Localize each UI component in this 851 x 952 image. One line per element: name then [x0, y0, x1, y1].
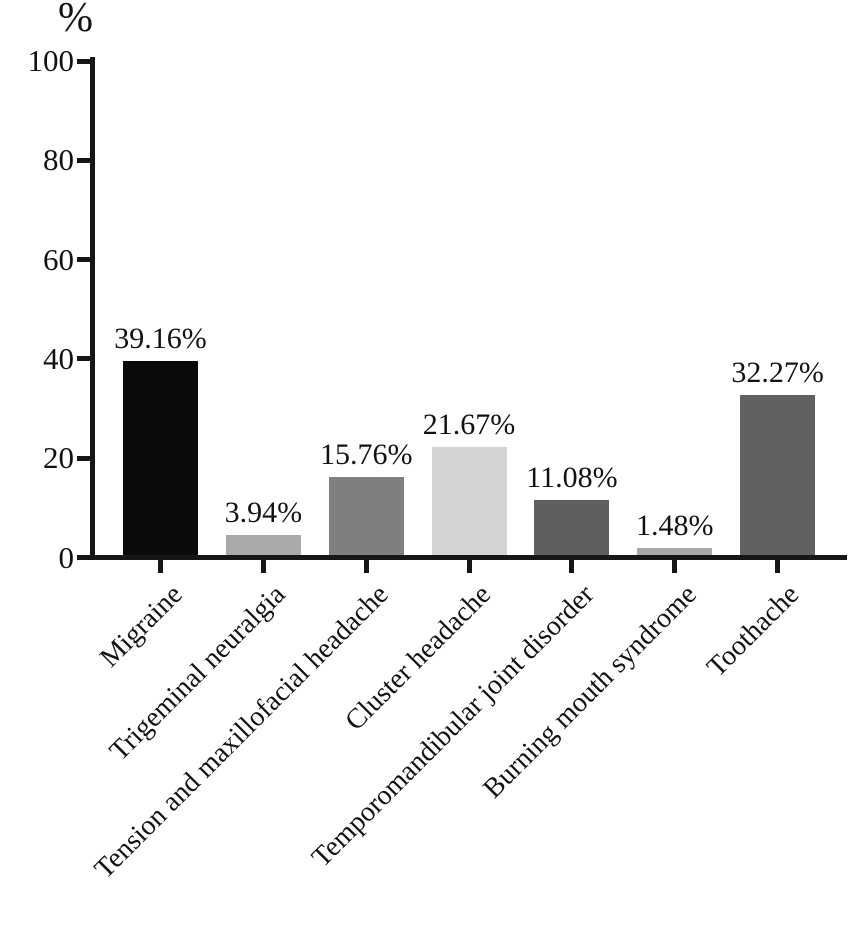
y-tick-label: 20 [43, 440, 74, 476]
x-tick [363, 560, 369, 573]
bar-value-label: 11.08% [526, 461, 618, 494]
bar [225, 535, 301, 555]
y-tick-label: 60 [43, 241, 74, 277]
y-tick-label: 80 [43, 142, 74, 178]
x-tick [260, 560, 266, 573]
y-tick [77, 157, 90, 163]
bar [637, 548, 713, 555]
x-axis-category-label: Burning mouth syndrome [477, 579, 703, 805]
x-tick [775, 560, 781, 573]
bar [431, 447, 507, 555]
bar-value-label: 1.48% [636, 509, 714, 542]
y-tick-label: 0 [58, 539, 75, 575]
bar-value-label: 15.76% [319, 438, 413, 471]
x-axis-category-label: Toothache [701, 579, 806, 684]
y-tick [77, 257, 90, 263]
bar-value-label: 21.67% [422, 408, 516, 441]
y-tick [77, 356, 90, 362]
y-tick-label: 40 [43, 340, 74, 376]
x-axis-category-label: Trigeminal neuralgia [103, 579, 292, 767]
bar-value-label: 3.94% [224, 496, 303, 529]
x-axis-line [90, 555, 847, 560]
y-tick [77, 58, 90, 64]
bar [740, 395, 816, 555]
x-axis-category-label: Migraine [93, 579, 189, 674]
x-tick [466, 560, 472, 573]
y-axis-title: % [58, 0, 93, 41]
x-tick [672, 560, 678, 573]
y-axis-line [90, 57, 95, 560]
bar [123, 361, 198, 555]
y-tick-label: 100 [27, 43, 75, 78]
x-tick [569, 560, 575, 573]
x-tick [158, 560, 163, 573]
bar-value-label: 32.27% [731, 356, 824, 389]
y-tick [77, 555, 90, 560]
bar [534, 500, 610, 555]
y-tick [77, 455, 90, 461]
bar-value-label: 39.16% [114, 322, 207, 355]
bar [328, 477, 404, 555]
